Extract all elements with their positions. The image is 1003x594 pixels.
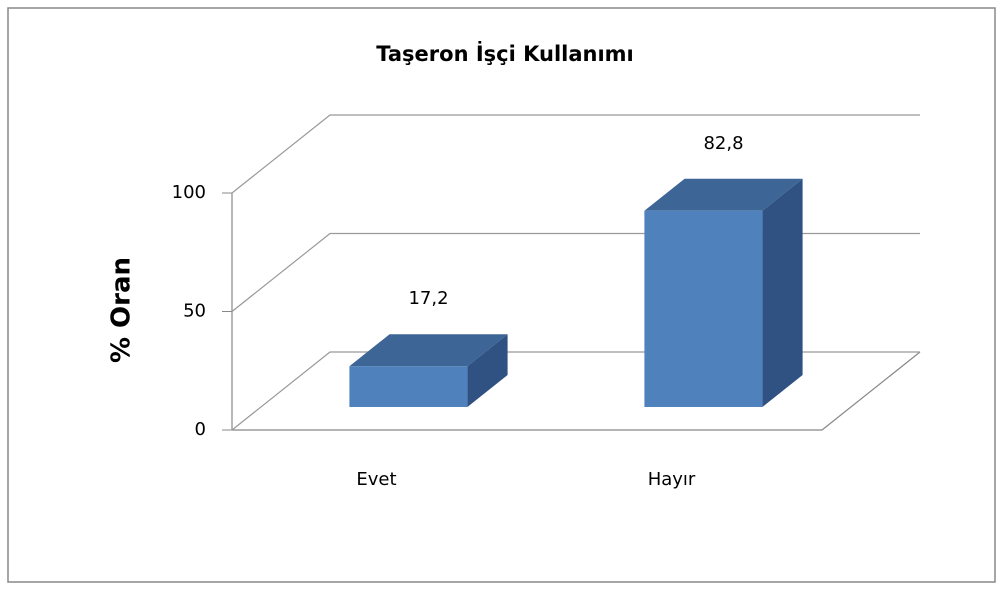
bar-side — [467, 334, 508, 407]
value-label: 17,2 — [408, 288, 448, 309]
bar-top — [644, 178, 803, 211]
grid-line — [231, 114, 920, 194]
x-tick-label: Hayır — [648, 469, 696, 490]
y-tick-label: 50 — [183, 301, 206, 322]
bar-side — [762, 178, 803, 407]
x-tick-label: Evet — [356, 469, 396, 490]
bar-top — [349, 334, 508, 367]
chart-title: Taşeron İşçi Kullanımı — [376, 41, 634, 66]
y-tick-label: 100 — [172, 182, 206, 203]
bar — [349, 366, 468, 407]
y-tick-label: 0 — [195, 419, 206, 440]
floor — [232, 351, 921, 431]
value-label: 82,8 — [703, 133, 743, 154]
y-axis-label: % Oran — [107, 257, 137, 363]
bar — [644, 210, 763, 407]
chart-border — [7, 7, 996, 583]
